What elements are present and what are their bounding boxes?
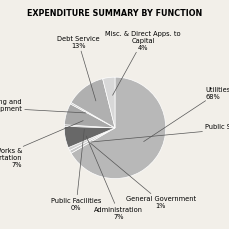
Wedge shape: [68, 128, 114, 151]
Title: EXPENDITURE SUMMARY BY FUNCTION: EXPENDITURE SUMMARY BY FUNCTION: [27, 9, 202, 18]
Wedge shape: [70, 103, 114, 128]
Wedge shape: [71, 79, 114, 128]
Text: Administration
7%: Administration 7%: [86, 136, 142, 219]
Text: Public Safety: Public Safety: [90, 123, 229, 142]
Text: Debt Service
13%: Debt Service 13%: [57, 36, 99, 101]
Wedge shape: [71, 78, 165, 179]
Text: General Government
1%: General Government 1%: [89, 143, 195, 208]
Text: Public Facilities
0%: Public Facilities 0%: [51, 130, 101, 210]
Text: Misc. & Direct Apps. to
Capital
4%: Misc. & Direct Apps. to Capital 4%: [105, 31, 180, 96]
Text: Utilities
68%: Utilities 68%: [143, 87, 229, 142]
Wedge shape: [102, 78, 114, 128]
Wedge shape: [64, 125, 114, 128]
Text: Public Works &
Transportation
7%: Public Works & Transportation 7%: [0, 121, 83, 168]
Wedge shape: [64, 104, 114, 128]
Wedge shape: [69, 128, 114, 154]
Text: Planning and
Development: Planning and Development: [0, 99, 85, 119]
Wedge shape: [64, 127, 114, 148]
